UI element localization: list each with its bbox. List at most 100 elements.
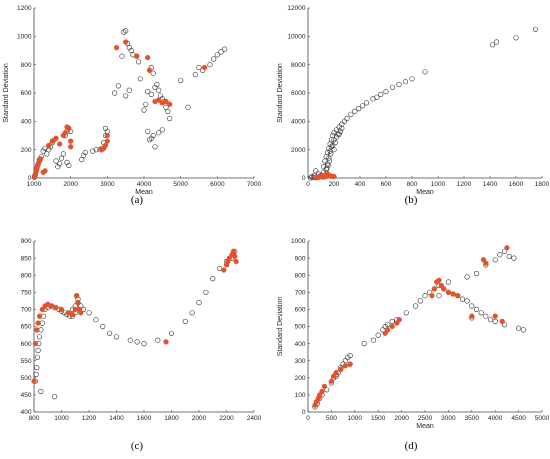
- highlighted-data-point: [163, 339, 169, 345]
- data-point: [34, 354, 41, 360]
- highlighted-data-point: [156, 97, 162, 103]
- x-axis-label: Mean: [416, 189, 434, 196]
- x-tick-label: 1800: [535, 181, 550, 188]
- highlighted-data-point: [331, 173, 337, 180]
- data-point: [182, 318, 188, 325]
- highlighted-data-point: [68, 138, 74, 144]
- data-point: [58, 155, 65, 161]
- highlighted-data-point: [389, 323, 395, 330]
- y-tick-label: 400: [21, 409, 32, 416]
- data-point: [396, 81, 402, 88]
- data-point: [347, 353, 353, 359]
- y-tick-label: 900: [295, 255, 306, 262]
- data-point: [79, 157, 85, 163]
- data-point: [348, 111, 354, 117]
- x-tick-label: 4500: [511, 415, 526, 422]
- data-point: [80, 152, 87, 158]
- y-tick-label: 1000: [17, 34, 32, 41]
- data-point: [218, 49, 224, 55]
- highlighted-data-point: [31, 378, 37, 384]
- x-tick-label: 800: [407, 181, 418, 188]
- highlighted-data-point: [68, 144, 74, 150]
- y-tick-label: 600: [21, 90, 32, 97]
- highlighted-data-point: [226, 255, 232, 261]
- x-tick-label: 1000: [431, 181, 446, 188]
- y-tick-label: 4000: [291, 119, 306, 126]
- y-tick-label: 400: [295, 341, 306, 348]
- highlighted-data-point: [320, 174, 327, 180]
- highlighted-data-point: [104, 138, 110, 144]
- highlighted-data-point: [504, 245, 510, 251]
- data-point: [167, 115, 173, 122]
- highlighted-data-point: [499, 318, 505, 325]
- data-point: [497, 252, 503, 258]
- data-point: [389, 318, 395, 325]
- highlighted-data-point: [53, 135, 59, 141]
- highlighted-data-point: [321, 383, 328, 390]
- y-tick-label: 200: [295, 375, 306, 382]
- y-tick-label: 300: [295, 358, 306, 365]
- data-point: [152, 84, 158, 90]
- data-point: [214, 52, 220, 58]
- data-point: [42, 145, 48, 151]
- data-point: [145, 128, 151, 134]
- data-point: [126, 87, 132, 93]
- data-point: [375, 332, 381, 338]
- data-point: [324, 165, 330, 171]
- data-point: [336, 124, 342, 130]
- data-point: [532, 26, 539, 32]
- data-point: [328, 144, 335, 150]
- highlighted-data-point: [58, 306, 65, 313]
- data-point: [90, 148, 96, 154]
- data-point: [123, 93, 129, 99]
- data-point: [44, 151, 50, 157]
- x-tick-label: 1200: [82, 415, 97, 422]
- y-tick-label: 6000: [291, 90, 306, 97]
- data-point: [422, 69, 428, 75]
- data-point: [403, 310, 409, 316]
- chart-panel-2: 0 200 400 600 800 1000 1200 1400 1600 1800 0 2000 40…: [277, 5, 550, 206]
- data-point: [492, 318, 498, 325]
- data-point: [148, 91, 154, 97]
- data-point: [478, 310, 484, 316]
- y-tick-label: 600: [295, 307, 306, 314]
- data-point: [123, 28, 129, 34]
- x-tick-label: 400: [355, 181, 366, 188]
- data-point: [100, 323, 106, 330]
- data-point: [356, 105, 362, 112]
- highlighted-data-point: [201, 64, 208, 71]
- x-axis-label: Mean: [416, 423, 434, 430]
- data-point: [513, 35, 519, 41]
- panel-label: (c): [131, 440, 144, 452]
- data-point: [53, 158, 59, 164]
- x-tick-label: 2000: [63, 181, 78, 188]
- highlighted-data-point: [436, 277, 442, 283]
- x-tick-label: 600: [381, 181, 392, 188]
- data-point: [308, 175, 314, 181]
- y-tick-label: 700: [21, 307, 32, 314]
- highlighted-data-point: [32, 340, 39, 347]
- data-point: [150, 70, 156, 76]
- chart-panel-3: 800 1000 1200 1400 1600 1800 2000 2200 2400 400 45…: [21, 238, 262, 452]
- y-tick-label: 500: [21, 375, 32, 382]
- highlighted-data-point: [333, 370, 339, 376]
- data-point: [413, 303, 419, 309]
- x-tick-label: 0: [306, 181, 310, 188]
- x-tick-label: 2000: [394, 415, 409, 422]
- data-point: [86, 310, 92, 316]
- data-point: [150, 132, 156, 139]
- data-point: [156, 87, 162, 93]
- data-point: [360, 103, 366, 109]
- x-tick-label: 800: [29, 415, 40, 422]
- highlighted-data-point: [429, 293, 435, 299]
- data-point: [370, 337, 377, 343]
- data-point: [119, 53, 125, 59]
- data-point: [35, 347, 41, 354]
- data-point: [326, 145, 332, 151]
- highlighted-data-point: [221, 267, 227, 273]
- data-point: [313, 168, 319, 174]
- highlighted-data-point: [167, 101, 173, 107]
- highlighted-data-point: [145, 54, 151, 61]
- data-point: [445, 279, 452, 285]
